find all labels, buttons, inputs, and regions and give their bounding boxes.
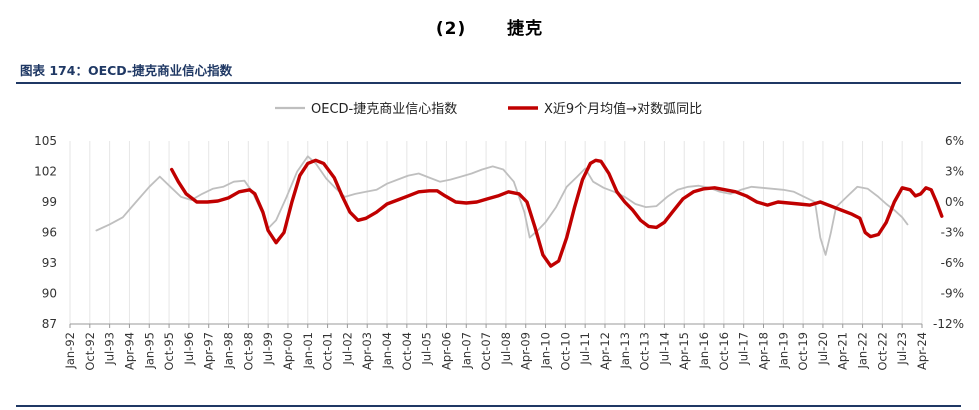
x-tick-label: Jan-19 (776, 332, 790, 370)
x-tick-label: Apr-09 (519, 332, 533, 370)
y-left-tick-label: 90 (42, 287, 57, 301)
y-right-tick-label: -6% (941, 256, 964, 270)
x-tick-label: Apr-97 (202, 332, 216, 370)
chart-series (95, 155, 944, 268)
y-left-tick-label: 93 (42, 256, 57, 270)
x-tick-label: Jan-01 (301, 332, 315, 370)
x-tick-label: Oct-22 (875, 332, 889, 371)
legend-label-oecd: OECD-捷克商业信心指数 (311, 102, 457, 117)
x-tick-label: Oct-16 (717, 332, 731, 371)
x-tick-label: Jul-23 (895, 332, 909, 366)
section-title: 捷克 (507, 19, 544, 39)
x-tick-label: Apr-00 (281, 332, 295, 370)
legend-label-yoy: X近9个月均值→对数弧同比 (544, 101, 702, 117)
x-tick-label: Jan-92 (63, 332, 77, 370)
y-right-tick-label: 0% (945, 195, 964, 209)
x-tick-label: Jan-16 (697, 332, 711, 370)
y-axis-right-ticks: -12% -9% -6% -3% 0% 3% 6% (933, 134, 964, 331)
y-right-tick-label: 3% (945, 165, 964, 179)
x-tick-label: Jul-93 (103, 332, 117, 366)
x-tick-label: Jan-07 (459, 332, 473, 370)
y-left-tick-label: 99 (42, 195, 57, 209)
y-right-tick-label: -3% (941, 226, 964, 240)
x-tick-label: Apr-06 (439, 332, 453, 370)
figure-title: 图表 174：OECD-捷克商业信心指数 (20, 63, 233, 78)
x-tick-label: Jul-17 (737, 332, 751, 366)
section-number: (2) (435, 19, 467, 39)
x-tick-label: Oct-98 (241, 332, 255, 371)
grid-lines (69, 141, 923, 324)
y-left-tick-label: 96 (42, 226, 57, 240)
series-line-oecd (95, 155, 909, 256)
x-tick-label: Jul-02 (340, 332, 354, 366)
y-right-tick-label: -9% (941, 287, 964, 301)
y-axis-left-ticks: 87 90 93 96 99 102 105 (34, 134, 57, 331)
y-right-tick-label: -12% (933, 317, 964, 331)
x-tick-label: Jan-22 (856, 332, 870, 370)
x-tick-label: Jul-99 (261, 332, 275, 366)
x-tick-label: Jul-96 (182, 332, 196, 366)
x-tick-label: Jan-10 (539, 332, 553, 370)
x-tick-label: Jan-04 (380, 332, 394, 370)
x-tick-label: Apr-18 (756, 332, 770, 370)
chart-axes (69, 323, 923, 328)
bottom-rule (16, 405, 961, 407)
x-tick-label: Oct-07 (479, 332, 493, 371)
series-line-yoy (169, 158, 944, 268)
x-tick-label: Jan-13 (618, 332, 632, 370)
x-tick-label: Jul-20 (816, 332, 830, 366)
x-tick-label: Apr-15 (677, 332, 691, 370)
x-axis-ticks: Jan-92 Oct-92 Jul-93 Apr-94 Jan-95 Oct-95 Jul-… (63, 332, 929, 371)
section-heading: (2) 捷克 (0, 14, 979, 39)
y-left-tick-label: 105 (34, 134, 57, 148)
x-tick-label: Apr-03 (360, 332, 374, 370)
x-tick-label: Jan-98 (222, 332, 236, 370)
x-tick-label: Apr-94 (122, 332, 136, 370)
y-left-tick-label: 102 (34, 165, 57, 179)
x-tick-label: Oct-01 (321, 332, 335, 371)
x-tick-label: Oct-95 (162, 332, 176, 371)
x-tick-label: Jul-05 (420, 332, 434, 366)
top-rule (16, 82, 961, 84)
x-tick-label: Oct-04 (400, 332, 414, 371)
x-tick-label: Jul-11 (578, 332, 592, 366)
x-tick-label: Jul-14 (657, 332, 671, 366)
x-tick-label: Oct-92 (83, 332, 97, 371)
y-right-tick-label: 6% (945, 134, 964, 148)
x-tick-label: Apr-12 (598, 332, 612, 370)
y-left-tick-label: 87 (42, 317, 57, 331)
x-tick-label: Oct-10 (558, 332, 572, 371)
x-tick-label: Apr-21 (836, 332, 850, 370)
x-tick-label: Jul-08 (499, 332, 513, 366)
x-tick-label: Jan-95 (142, 332, 156, 370)
x-tick-label: Apr-24 (915, 332, 929, 370)
chart-legend: OECD-捷克商业信心指数 X近9个月均值→对数弧同比 (275, 101, 702, 117)
x-tick-label: Oct-13 (638, 332, 652, 371)
x-tick-label: Oct-19 (796, 332, 810, 371)
